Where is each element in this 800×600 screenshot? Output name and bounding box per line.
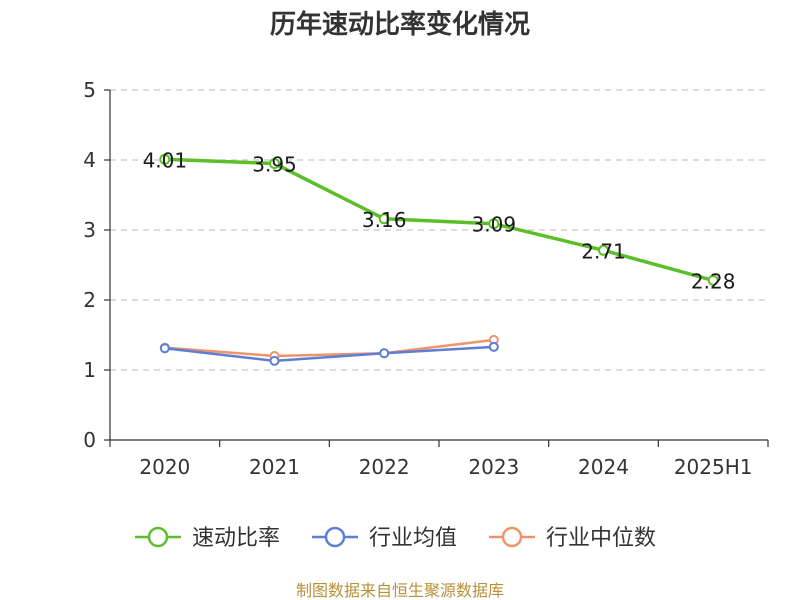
data-point bbox=[269, 158, 280, 169]
data-point bbox=[488, 341, 499, 352]
data-point bbox=[488, 218, 500, 230]
gridlines bbox=[110, 89, 768, 371]
y-tick-label: 0 bbox=[83, 428, 96, 452]
legend-marker bbox=[147, 526, 169, 548]
data-point bbox=[378, 213, 390, 225]
x-tick-label: 2023 bbox=[468, 455, 519, 479]
y-tick-label: 4 bbox=[83, 148, 96, 172]
series-layer bbox=[159, 153, 719, 366]
legend-label: 行业中位数 bbox=[546, 526, 656, 551]
series-line bbox=[164, 157, 714, 283]
data-label: 2.28 bbox=[691, 269, 736, 293]
y-tick-label: 3 bbox=[83, 218, 96, 242]
legend: 速动比率 行业均值 行业中位数 bbox=[135, 526, 656, 551]
data-point bbox=[707, 274, 719, 286]
y-tick-label: 1 bbox=[83, 358, 96, 382]
x-tick-label: 2025H1 bbox=[674, 455, 753, 479]
data-point bbox=[379, 348, 390, 359]
source-note: 制图数据来自恒生聚源数据库 bbox=[296, 581, 504, 600]
series-line bbox=[164, 345, 494, 363]
x-tick-label: 2021 bbox=[249, 455, 300, 479]
legend-label: 速动比率 bbox=[192, 526, 280, 551]
data-label: 3.09 bbox=[472, 213, 517, 237]
data-labels: 4.01 3.95 3.16 3.09 2.71 2.28 bbox=[143, 148, 736, 293]
legend-marker bbox=[501, 526, 523, 548]
y-tick-label: 5 bbox=[83, 78, 96, 102]
data-label: 3.16 bbox=[362, 208, 407, 232]
data-point bbox=[269, 355, 280, 366]
x-tick-label: 2024 bbox=[578, 455, 629, 479]
x-tick-label: 2022 bbox=[359, 455, 410, 479]
legend-marker bbox=[324, 526, 346, 548]
data-label: 3.95 bbox=[252, 153, 297, 177]
chart-title: 历年速动比率变化情况 bbox=[270, 9, 530, 40]
data-point bbox=[598, 244, 609, 256]
legend-label: 行业均值 bbox=[369, 526, 457, 551]
data-label: 2.71 bbox=[581, 239, 626, 263]
y-tick-label: 2 bbox=[83, 288, 96, 312]
x-tick-label: 2020 bbox=[139, 455, 190, 479]
data-point bbox=[159, 343, 170, 354]
data-label: 4.01 bbox=[143, 148, 188, 172]
series-line bbox=[164, 338, 494, 358]
axes: 0 1 2 3 4 5 2020 2021 2022 2023 2024 2025H1 bbox=[83, 78, 769, 479]
data-point bbox=[159, 153, 171, 165]
